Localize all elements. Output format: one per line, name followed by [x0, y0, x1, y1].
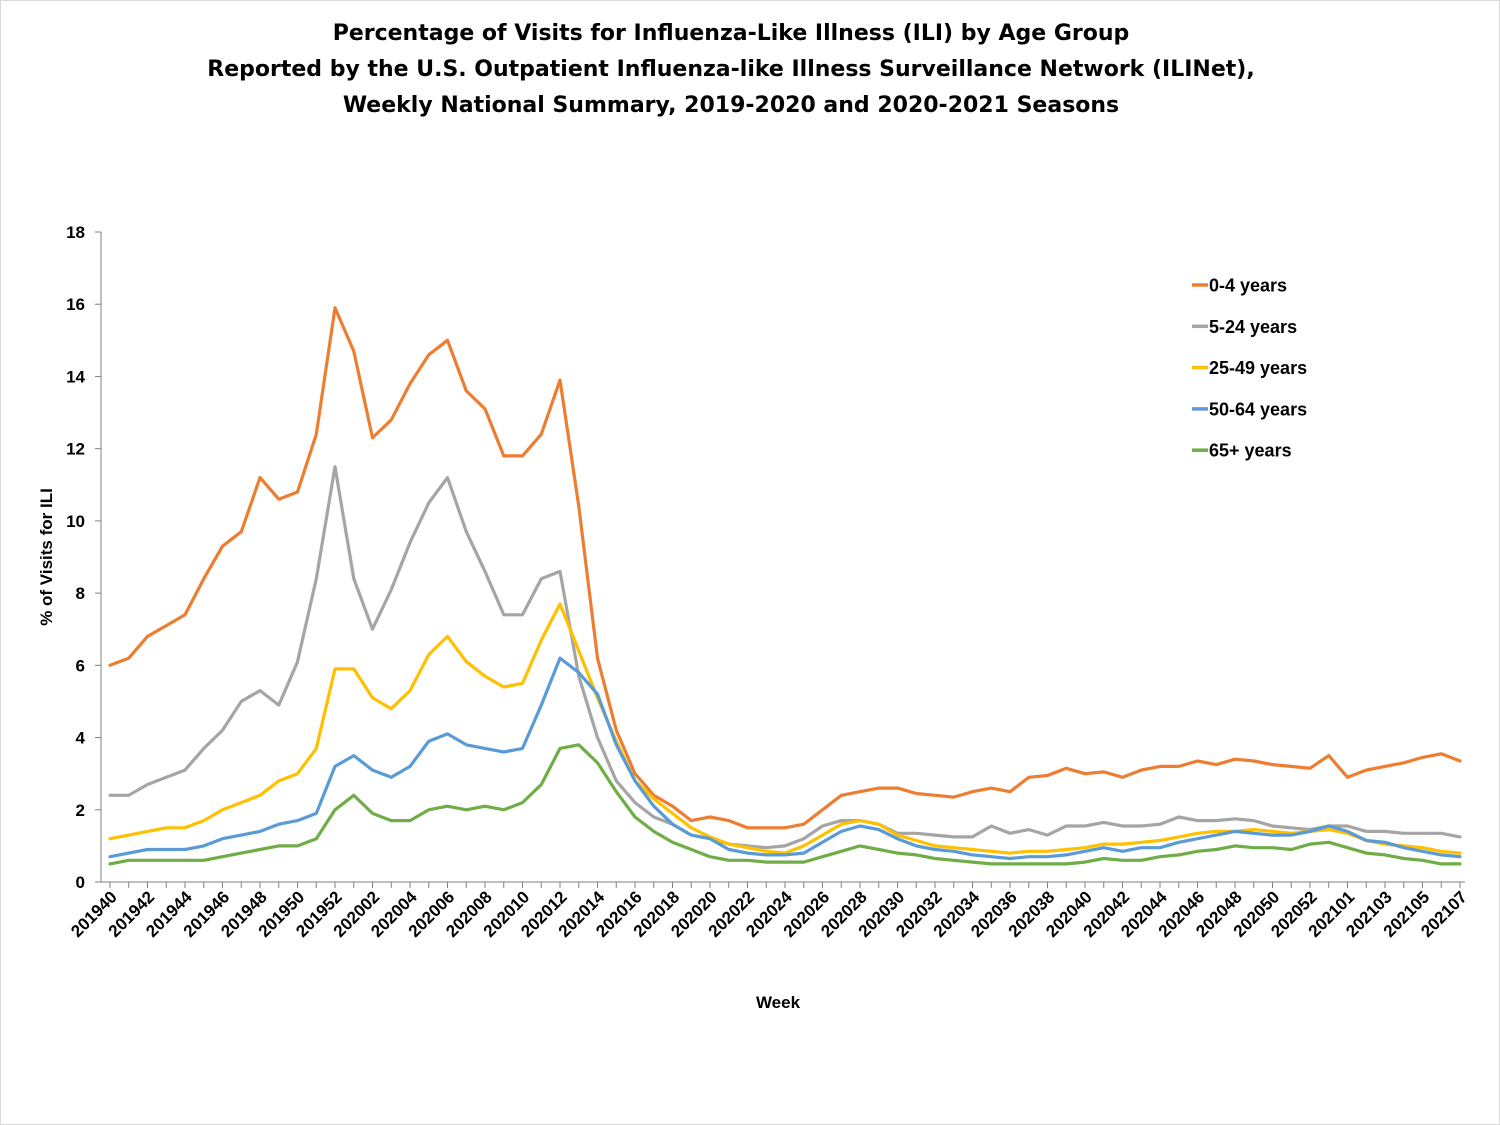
series-line-65-years — [108, 743, 1462, 866]
legend-label: 0-4 years — [1209, 276, 1287, 296]
y-axis-ticks: 0 2 4 6 8 10 12 14 16 18 — [66, 223, 101, 892]
legend-label: 25-49 years — [1209, 358, 1307, 378]
chart-title-block: Percentage of Visits for Influenza-Like … — [0, 16, 1462, 124]
legend: 0-4 years 5-24 years 25-49 years 50-64 year… — [1192, 276, 1307, 461]
y-tick-label: 14 — [66, 367, 85, 386]
legend-label: 50-64 years — [1209, 399, 1307, 419]
y-tick-label: 0 — [76, 873, 85, 892]
y-axis-title: % of Visits for ILI — [37, 488, 56, 626]
series-line-0-4-years — [108, 306, 1462, 830]
axes — [100, 232, 1465, 883]
y-tick-label: 4 — [76, 729, 86, 748]
series-line-50-64-years — [108, 656, 1462, 861]
chart-subtitle-line-1: Reported by the U.S. Outpatient Influenz… — [207, 57, 1255, 82]
y-tick-label: 6 — [76, 656, 85, 675]
y-tick-label: 12 — [66, 440, 85, 459]
chart-subtitle-line-2: Weekly National Summary, 2019-2020 and 2… — [342, 93, 1120, 118]
legend-label: 65+ years — [1209, 441, 1292, 461]
y-tick-label: 18 — [66, 223, 85, 242]
x-axis-title: Week — [756, 993, 801, 1012]
series-line-5-24-years — [108, 465, 1462, 850]
y-tick-label: 10 — [66, 512, 85, 531]
x-axis-ticks: 2019402019422019442019462019482019502019… — [67, 882, 1471, 941]
y-tick-label: 16 — [66, 295, 85, 314]
chart-title: Percentage of Visits for Influenza-Like … — [332, 21, 1130, 46]
legend-label: 5-24 years — [1209, 317, 1297, 337]
y-tick-label: 8 — [76, 584, 85, 603]
y-tick-label: 2 — [76, 801, 85, 820]
series-lines — [108, 306, 1462, 866]
